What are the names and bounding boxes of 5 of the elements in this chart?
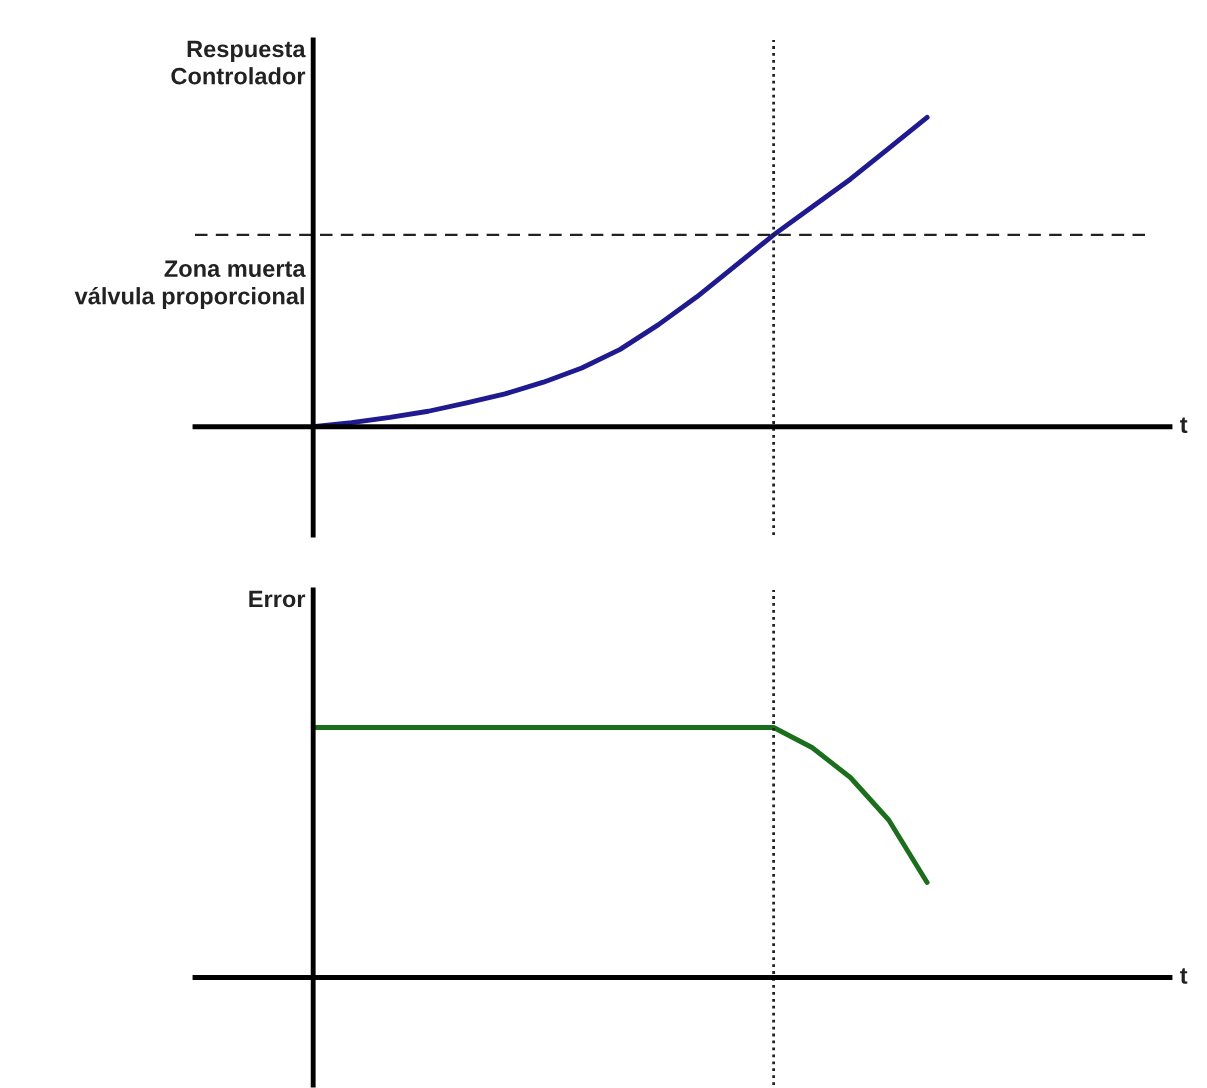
ref-line-label: Zona muerta válvula proporcional: [74, 260, 306, 310]
y-axis-title: Error: [249, 590, 306, 608]
x-axis-title: t: [1180, 417, 1188, 434]
y-axis-title: Respuesta Controlador: [171, 40, 306, 85]
x-axis-title: t: [1180, 968, 1188, 984]
